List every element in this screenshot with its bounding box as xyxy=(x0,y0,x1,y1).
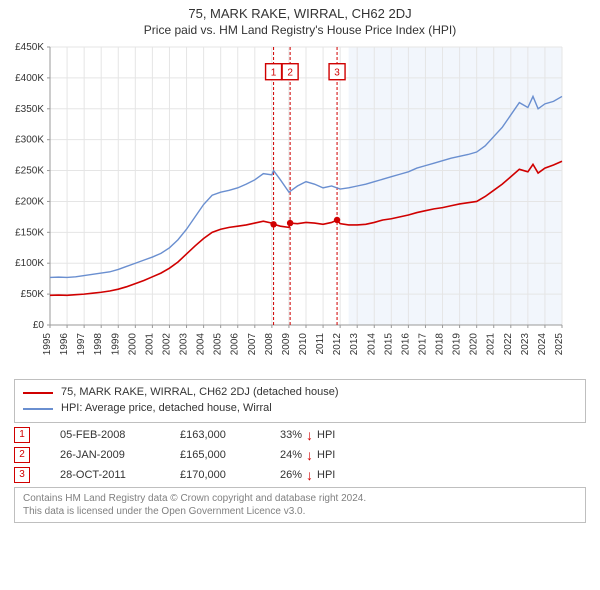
svg-text:2006: 2006 xyxy=(230,333,241,356)
legend-swatch xyxy=(23,408,53,410)
svg-text:2005: 2005 xyxy=(213,333,224,356)
svg-text:2010: 2010 xyxy=(298,333,309,356)
svg-text:£200K: £200K xyxy=(15,196,44,207)
svg-text:£150K: £150K xyxy=(15,227,44,238)
svg-text:2019: 2019 xyxy=(452,333,463,356)
sales-list: 1 05-FEB-2008 £163,000 33% ↓ HPI 2 26-JAN-2009 £… xyxy=(0,427,600,483)
svg-text:2012: 2012 xyxy=(332,333,343,356)
svg-text:2004: 2004 xyxy=(196,333,207,356)
sale-diff: 24% ↓ HPI xyxy=(280,447,335,463)
sale-vs: HPI xyxy=(317,449,335,461)
svg-text:2003: 2003 xyxy=(179,333,190,356)
legend-box: 75, MARK RAKE, WIRRAL, CH62 2DJ (detache… xyxy=(14,379,586,423)
sale-price: £170,000 xyxy=(180,469,250,481)
arrow-down-icon: ↓ xyxy=(306,427,313,443)
svg-text:2024: 2024 xyxy=(537,333,548,356)
svg-text:2023: 2023 xyxy=(520,333,531,356)
svg-text:£300K: £300K xyxy=(15,135,44,146)
svg-text:2018: 2018 xyxy=(435,333,446,356)
footer-line2: This data is licensed under the Open Gov… xyxy=(23,505,577,518)
svg-text:£50K: £50K xyxy=(21,289,45,300)
svg-text:2013: 2013 xyxy=(349,333,360,356)
svg-text:2008: 2008 xyxy=(264,333,275,356)
sale-marker: 3 xyxy=(14,467,30,483)
svg-text:2022: 2022 xyxy=(503,333,514,356)
svg-text:2021: 2021 xyxy=(486,333,497,356)
sale-row: 2 26-JAN-2009 £165,000 24% ↓ HPI xyxy=(14,447,586,463)
chart-subtitle: Price paid vs. HM Land Registry's House … xyxy=(0,23,600,43)
sale-pct: 24% xyxy=(280,449,302,461)
footer-box: Contains HM Land Registry data © Crown c… xyxy=(14,487,586,523)
sale-pct: 26% xyxy=(280,469,302,481)
svg-text:2020: 2020 xyxy=(469,333,480,356)
sale-date: 26-JAN-2009 xyxy=(60,449,150,461)
svg-text:3: 3 xyxy=(334,68,340,79)
sale-date: 28-OCT-2011 xyxy=(60,469,150,481)
arrow-down-icon: ↓ xyxy=(306,447,313,463)
sale-price: £165,000 xyxy=(180,449,250,461)
svg-text:1: 1 xyxy=(271,68,277,79)
svg-text:2014: 2014 xyxy=(366,333,377,356)
sale-vs: HPI xyxy=(317,469,335,481)
svg-text:2007: 2007 xyxy=(247,333,258,356)
svg-text:£350K: £350K xyxy=(15,104,44,115)
svg-text:2025: 2025 xyxy=(554,333,565,356)
svg-text:2017: 2017 xyxy=(417,333,428,356)
legend-swatch xyxy=(23,392,53,394)
svg-text:2009: 2009 xyxy=(281,333,292,356)
footer-line1: Contains HM Land Registry data © Crown c… xyxy=(23,492,577,505)
svg-text:2016: 2016 xyxy=(400,333,411,356)
sale-pct: 33% xyxy=(280,429,302,441)
sale-diff: 26% ↓ HPI xyxy=(280,467,335,483)
svg-text:£450K: £450K xyxy=(15,43,44,53)
sale-row: 3 28-OCT-2011 £170,000 26% ↓ HPI xyxy=(14,467,586,483)
chart-svg: £0 £50K £100K £150K £200K £250K £300K £350K £400… xyxy=(0,43,572,373)
legend-item: HPI: Average price, detached house, Wirr… xyxy=(23,401,577,416)
sale-diff: 33% ↓ HPI xyxy=(280,427,335,443)
svg-text:2000: 2000 xyxy=(127,333,138,356)
svg-text:£250K: £250K xyxy=(15,166,44,177)
svg-text:1998: 1998 xyxy=(93,333,104,356)
svg-text:£100K: £100K xyxy=(15,258,44,269)
svg-text:2011: 2011 xyxy=(315,333,326,355)
sale-date: 05-FEB-2008 xyxy=(60,429,150,441)
legend-label: 75, MARK RAKE, WIRRAL, CH62 2DJ (detache… xyxy=(61,385,339,400)
svg-text:2: 2 xyxy=(287,68,293,79)
sale-vs: HPI xyxy=(317,429,335,441)
svg-text:2015: 2015 xyxy=(383,333,394,356)
chart-plot: £0 £50K £100K £150K £200K £250K £300K £350K £400… xyxy=(0,43,600,373)
svg-text:2001: 2001 xyxy=(144,333,155,356)
svg-text:1995: 1995 xyxy=(42,333,53,356)
chart-title: 75, MARK RAKE, WIRRAL, CH62 2DJ xyxy=(0,0,600,23)
svg-text:1996: 1996 xyxy=(59,333,70,356)
svg-text:1997: 1997 xyxy=(76,333,87,356)
sale-marker: 1 xyxy=(14,427,30,443)
legend-label: HPI: Average price, detached house, Wirr… xyxy=(61,401,272,416)
svg-text:£400K: £400K xyxy=(15,73,44,84)
svg-text:2002: 2002 xyxy=(161,333,172,356)
sale-row: 1 05-FEB-2008 £163,000 33% ↓ HPI xyxy=(14,427,586,443)
svg-text:£0: £0 xyxy=(33,320,45,331)
svg-text:1999: 1999 xyxy=(110,333,121,356)
sale-marker: 2 xyxy=(14,447,30,463)
arrow-down-icon: ↓ xyxy=(306,467,313,483)
chart-container: { "title": "75, MARK RAKE, WIRRAL, CH62 … xyxy=(0,0,600,590)
sale-price: £163,000 xyxy=(180,429,250,441)
legend-item: 75, MARK RAKE, WIRRAL, CH62 2DJ (detache… xyxy=(23,385,577,400)
